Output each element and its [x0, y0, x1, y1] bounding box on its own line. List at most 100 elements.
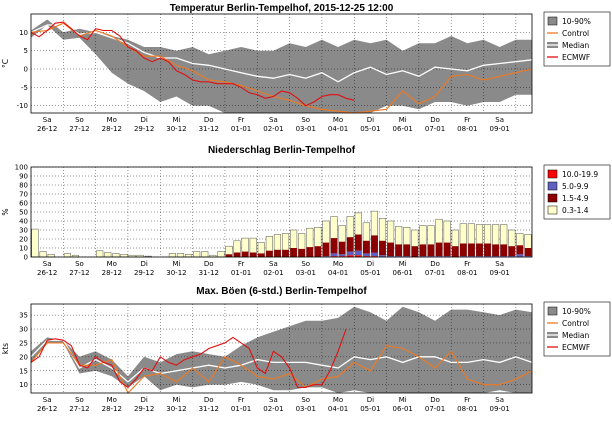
x-tick-day: So	[301, 396, 310, 404]
bar-segment-1-4	[225, 254, 233, 257]
bar-segment-5-9	[379, 255, 386, 257]
bar-segment-1-4	[435, 242, 443, 257]
plot-frame	[30, 166, 533, 258]
bar-segment-1-4	[257, 253, 265, 257]
x-tick-day: Sa	[269, 260, 278, 268]
x-tick-date: 30-12	[166, 125, 186, 133]
bar-segment-5-9	[468, 256, 475, 257]
legend-swatch	[547, 306, 558, 316]
x-tick-day: Di	[140, 260, 147, 268]
x-tick-day: Do	[430, 116, 440, 124]
x-tick-day: Di	[367, 116, 374, 124]
bar-segment-5-9	[395, 256, 402, 257]
x-tick-day: So	[301, 116, 310, 124]
x-tick-date: 01-01	[231, 269, 251, 277]
y-tick-label: 0	[24, 254, 28, 262]
x-tick-date: 29-12	[134, 405, 154, 413]
x-tick-day: Sa	[43, 116, 52, 124]
y-tick-label: 50	[19, 209, 28, 217]
bar-segment-5-9	[500, 256, 508, 257]
x-tick-date: 31-12	[199, 405, 219, 413]
bar-segment-1-4	[379, 240, 386, 256]
precip-bar	[193, 251, 201, 258]
x-tick-day: Di	[367, 260, 374, 268]
x-tick-day: Fr	[238, 396, 245, 404]
bar-segment-5-9	[443, 256, 451, 257]
bar-segment-5-9	[371, 252, 378, 257]
bar-segment-1-4	[274, 249, 281, 257]
x-tick-date: 08-01	[457, 125, 477, 133]
chart-title: Niederschlag Berlin-Tempelhof	[208, 145, 356, 156]
legend-swatch	[547, 16, 558, 26]
precip-bar	[39, 251, 47, 258]
x-tick-day: Mo	[107, 396, 117, 404]
bar-segment-1-4	[266, 250, 273, 257]
legend-label: ECMWF	[562, 343, 590, 352]
bar-segment-1-4	[330, 238, 338, 254]
legend-label: Control	[562, 29, 589, 38]
bar-segment-1-4	[508, 246, 516, 257]
legend-swatch	[547, 169, 558, 179]
bar-segment-5-9	[427, 256, 435, 257]
bar-segment-5-9	[484, 256, 491, 257]
x-tick-day: So	[75, 116, 84, 124]
bar-segment-1-4	[363, 240, 370, 254]
x-tick-date: 29-12	[134, 125, 154, 133]
bar-segment-1-4	[233, 252, 241, 257]
bar-segment-5-9	[330, 253, 338, 257]
x-tick-date: 07-01	[425, 405, 445, 413]
bar-segment-5-9	[346, 251, 354, 256]
plot-frame	[30, 303, 533, 394]
x-tick-day: Mi	[399, 260, 407, 268]
y-tick-label: 60	[19, 200, 28, 208]
y-tick-label: 5	[24, 47, 28, 55]
bar-segment-5-9	[322, 256, 330, 257]
x-tick-day: Mo	[333, 116, 343, 124]
x-tick-day: Mo	[107, 260, 117, 268]
x-tick-day: Sa	[495, 396, 504, 404]
bar-segment-5-9	[492, 256, 499, 257]
bar-segment-5-9	[387, 256, 394, 257]
bar-segment-1-4	[249, 252, 257, 257]
x-tick-date: 27-12	[69, 405, 89, 413]
y-tick-label: 25	[19, 339, 28, 347]
legend-label: 10.0-19.9	[562, 170, 598, 179]
bar-segment-5-9	[524, 256, 532, 257]
y-tick-label: 20	[19, 353, 28, 361]
x-tick-date: 04-01	[328, 269, 348, 277]
y-tick-label: 10	[19, 245, 28, 253]
precip-bar	[96, 250, 104, 258]
x-tick-date: 01-01	[231, 125, 251, 133]
series-line-control	[30, 342, 533, 394]
x-tick-day: Mo	[333, 396, 343, 404]
y-tick-label: 90	[19, 173, 28, 181]
legend-label: 10-90%	[562, 17, 591, 26]
x-tick-day: Di	[367, 396, 374, 404]
x-tick-day: Fr	[238, 260, 245, 268]
bar-segment-1-4	[403, 244, 411, 257]
x-tick-date: 06-01	[393, 125, 413, 133]
x-tick-day: Di	[140, 116, 147, 124]
x-tick-day: So	[75, 260, 84, 268]
x-tick-day: Sa	[495, 260, 504, 268]
legend-label: 5.0-9.9	[562, 182, 589, 191]
bar-segment-5-9	[476, 256, 483, 257]
precip-bar	[112, 253, 120, 258]
bar-segment-1-4	[241, 251, 249, 257]
x-tick-date: 05-01	[360, 405, 380, 413]
y-tick-label: 15	[19, 367, 28, 375]
bar-segment-1-4	[354, 234, 362, 251]
y-tick-label: 20	[19, 236, 28, 244]
series-line-control	[30, 22, 533, 114]
precip-bar	[185, 254, 193, 258]
y-tick-label: 40	[19, 218, 28, 226]
bar-segment-1-4	[282, 249, 289, 257]
chart-title: Max. Böen (6-std.) Berlin-Tempelhof	[196, 286, 367, 297]
bar-segment-1-4	[476, 243, 483, 257]
x-tick-date: 26-12	[37, 125, 57, 133]
bar-segment-1-4	[492, 244, 499, 257]
bar-segment-10-19	[371, 256, 378, 257]
bar-segment-1-4	[427, 244, 435, 257]
legend-swatch	[547, 193, 558, 203]
legend-label: ECMWF	[562, 53, 590, 62]
